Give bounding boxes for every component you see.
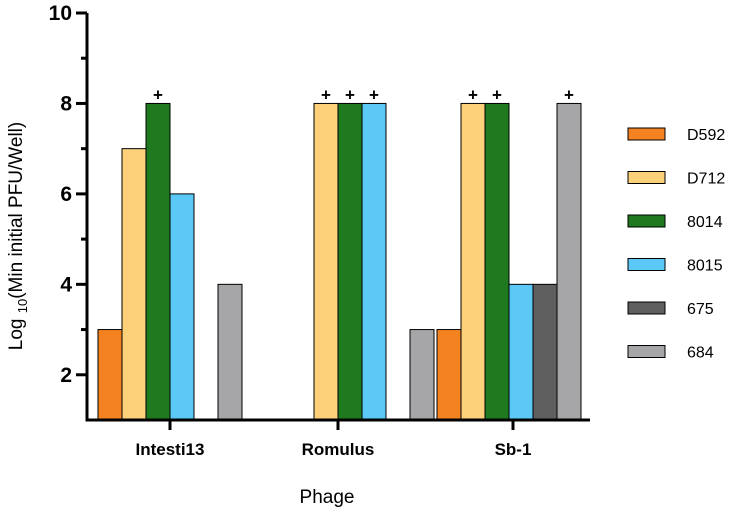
bar-D592-Sb-1: [436, 329, 462, 421]
x-tick-label-Intesti13: Intesti13: [136, 440, 205, 459]
legend-swatch-675: [627, 301, 666, 315]
legend-swatch-684: [627, 345, 666, 358]
y-tick-label-10: 10: [49, 2, 72, 25]
y-tick-label-4: 4: [60, 273, 72, 296]
bar-8014-Sb-1: [484, 102, 510, 421]
plus-marker-D712-Sb-1: +: [468, 85, 478, 104]
y-tick-label-6: 6: [60, 183, 72, 206]
plus-marker-684-Sb-1: +: [564, 85, 574, 104]
plus-marker-8014-Intesti13: +: [153, 85, 163, 104]
axes: Log 10(Min initial PFU/Well) Phage 24681…: [6, 2, 590, 508]
bar-684-Intesti13: [217, 283, 243, 421]
legend-swatch-8015: [627, 258, 666, 271]
legend-label-684: 684: [687, 345, 714, 362]
legend-label-8014: 8014: [687, 214, 723, 231]
plot-area: + + + + + + +: [97, 85, 582, 421]
legend-swatch-D592: [627, 127, 666, 141]
bar-D712-Sb-1: [460, 102, 486, 421]
bar-684-Romulus: [409, 329, 435, 421]
legend-label-675: 675: [687, 301, 714, 318]
bar-8014-Romulus: [337, 102, 363, 421]
legend-swatch-D712: [627, 171, 666, 184]
plus-marker-8014-Sb-1: +: [492, 85, 502, 104]
x-axis-title: Phage: [300, 487, 355, 508]
bar-D712-Romulus: [313, 102, 339, 421]
legend: D592 D712 8014 8015 675 684: [627, 127, 725, 362]
bar-8014-Intesti13: [145, 102, 171, 421]
bar-D712-Intesti13: [121, 148, 147, 421]
bar-8015-Romulus: [361, 102, 387, 421]
y-axis-title-main: Log: [6, 313, 27, 350]
y-axis-title: Log 10(Min initial PFU/Well): [6, 122, 30, 350]
y-tick-label-8: 8: [60, 92, 72, 115]
bar-8015-Sb-1: [508, 283, 534, 421]
legend-swatch-8014: [627, 214, 666, 228]
x-tick-label-Romulus: Romulus: [302, 440, 375, 459]
bar-675-Sb-1: [532, 283, 558, 421]
legend-label-8015: 8015: [687, 258, 723, 275]
legend-label-D592: D592: [687, 127, 725, 144]
y-tick-label-2: 2: [60, 364, 72, 387]
x-tick-label-Sb-1: Sb-1: [495, 440, 532, 459]
bar-684-Sb-1: [556, 102, 582, 421]
plus-marker-8015-Romulus: +: [369, 85, 379, 104]
bar-8015-Intesti13: [169, 193, 195, 421]
bar-D592-Intesti13: [97, 329, 123, 421]
y-axis-title-sub: 10: [15, 299, 30, 313]
legend-label-D712: D712: [687, 171, 725, 188]
plus-marker-D712-Romulus: +: [321, 85, 331, 104]
plus-marker-8014-Romulus: +: [345, 85, 355, 104]
y-axis-title-rest: (Min initial PFU/Well): [6, 122, 27, 299]
